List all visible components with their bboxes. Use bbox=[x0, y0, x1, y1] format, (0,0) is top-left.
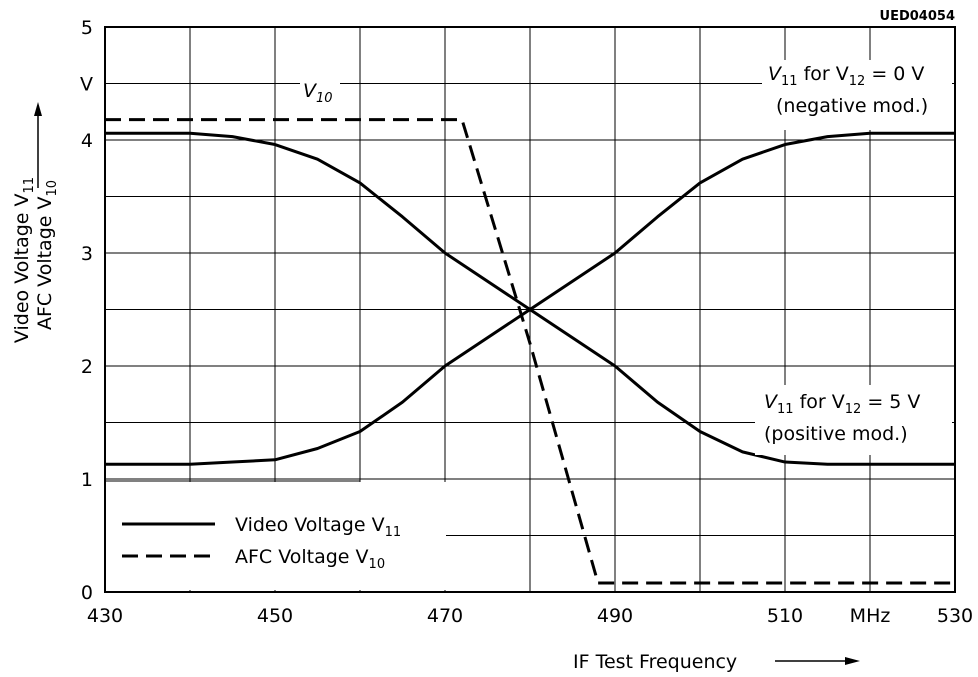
x-tick-label: MHz bbox=[850, 605, 891, 627]
y-axis-label-line2: AFC Voltage V10 bbox=[34, 180, 60, 330]
x-tick-label: 530 bbox=[937, 605, 973, 627]
legend-label: AFC Voltage V10 bbox=[235, 546, 385, 572]
annotation-negative-line1: V11 for V12 = 0 V bbox=[768, 63, 924, 89]
y-tick-label: 3 bbox=[81, 243, 93, 265]
y-tick-label: 5 bbox=[81, 17, 93, 39]
legend-background bbox=[106, 482, 446, 590]
x-tick-label: 490 bbox=[597, 605, 633, 627]
annotation-v10: V10 bbox=[303, 80, 333, 106]
series-afc-voltage-line bbox=[105, 118, 955, 585]
series-video-voltage-line-2 bbox=[105, 131, 955, 466]
x-tick-label: 510 bbox=[767, 605, 803, 627]
x-axis-arrow bbox=[775, 657, 860, 665]
annotation-positive-line2: (positive mod.) bbox=[764, 423, 908, 445]
annotation-positive-background bbox=[755, 385, 952, 455]
y-tick-label: 0 bbox=[81, 582, 93, 604]
plot-frame bbox=[104, 26, 956, 593]
y-tick-labels: 0 1 2 3 4 V 5 bbox=[80, 17, 93, 604]
legend: Video Voltage V11 AFC Voltage V10 bbox=[106, 480, 446, 590]
y-tick-label: 2 bbox=[81, 356, 93, 378]
figure-code: UED04054 bbox=[880, 9, 955, 24]
annotation-negative-background bbox=[762, 60, 952, 130]
y-axis-label: Video Voltage V11 AFC Voltage V10 bbox=[11, 177, 60, 343]
y-axis-arrow bbox=[34, 102, 42, 188]
annotation-negative-line2: (negative mod.) bbox=[776, 95, 928, 117]
x-tick-label: 430 bbox=[87, 605, 123, 627]
series-group bbox=[105, 118, 955, 585]
y-tick-label: 4 bbox=[81, 130, 93, 152]
x-tick-label: 450 bbox=[257, 605, 293, 627]
grid bbox=[104, 26, 956, 593]
x-axis-label: IF Test Frequency bbox=[573, 651, 737, 673]
y-axis-label-line1: Video Voltage V11 bbox=[11, 177, 37, 343]
legend-label: Video Voltage V11 bbox=[235, 514, 401, 540]
y-tick-label: V bbox=[80, 74, 93, 96]
x-tick-label: 470 bbox=[427, 605, 463, 627]
annotation-v10-background bbox=[300, 76, 340, 106]
annotation-positive-line1: V11 for V12 = 5 V bbox=[764, 391, 920, 417]
x-tick-labels: 430 450 470 490 510 MHz 530 bbox=[87, 605, 973, 627]
y-tick-label: 1 bbox=[81, 469, 93, 491]
